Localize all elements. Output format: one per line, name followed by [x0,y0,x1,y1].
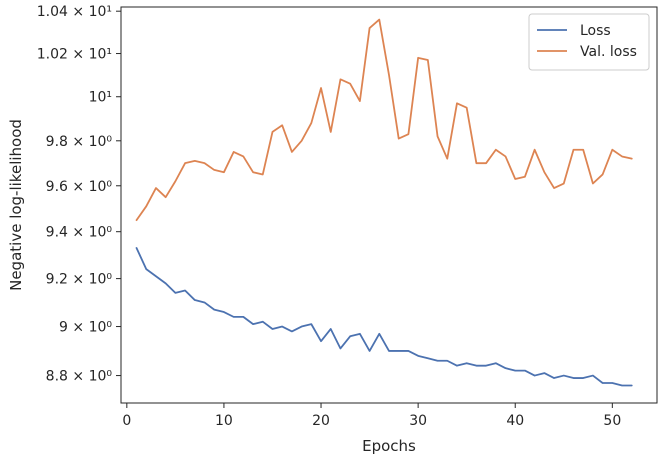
series-layer [135,18,633,387]
y-tick-label: 9.2 × 10⁰ [46,272,113,288]
x-tick-label: 50 [603,413,621,429]
plot-frame [120,6,658,404]
series-line-loss [135,247,633,387]
x-axis-label: Epochs [362,437,416,455]
y-tick-label: 10¹ [89,90,112,106]
legend-label-val-loss: Val. loss [580,44,637,60]
y-tick-label: 8.8 × 10⁰ [46,369,113,385]
y-tick-label: 9.4 × 10⁰ [46,225,113,241]
legend-label-loss: Loss [580,23,611,39]
x-axis: 0 10 20 30 40 50 [122,403,621,429]
y-tick-label: 1.04 × 10¹ [37,4,112,20]
legend: Loss Val. loss [528,13,650,71]
series-line-val-loss [135,18,633,222]
legend-box [528,13,650,71]
y-tick-label: 9.8 × 10⁰ [46,134,113,150]
y-tick-label: 9.6 × 10⁰ [46,179,113,195]
y-axis: 8.8 × 10⁰ 9 × 10⁰ 9.2 × 10⁰ 9.4 × 10⁰ 9.6 × … [37,4,121,385]
x-tick-label: 40 [506,413,524,429]
x-tick-label: 30 [409,413,427,429]
y-tick-label: 9 × 10⁰ [59,320,112,336]
x-tick-label: 0 [122,413,131,429]
y-tick-label: 1.02 × 10¹ [37,47,112,63]
x-tick-label: 20 [312,413,330,429]
x-tick-label: 10 [215,413,233,429]
y-axis-label: Negative log-likelihood [7,119,25,291]
